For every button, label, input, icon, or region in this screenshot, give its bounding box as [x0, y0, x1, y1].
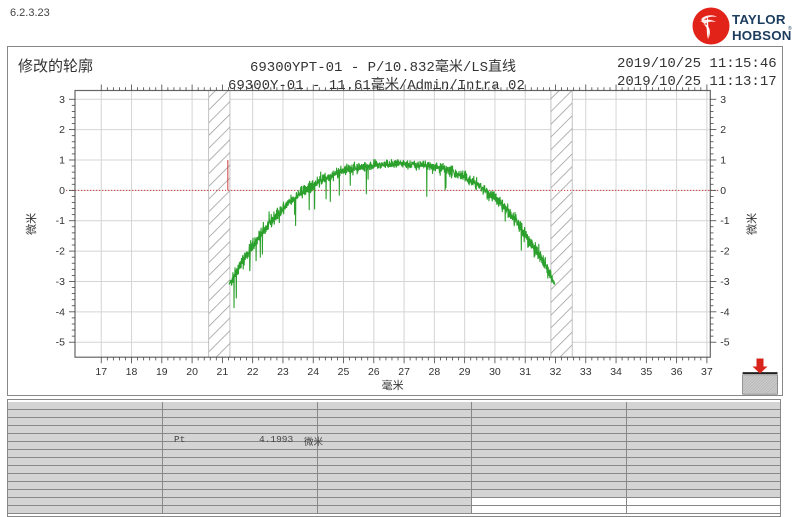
- svg-text:2: 2: [720, 124, 726, 136]
- svg-text:20: 20: [186, 366, 198, 378]
- svg-text:-3: -3: [720, 276, 729, 288]
- svg-text:28: 28: [429, 366, 441, 378]
- svg-text:微米: 微米: [744, 213, 758, 235]
- svg-text:-2: -2: [720, 246, 729, 258]
- svg-text:21: 21: [217, 366, 229, 378]
- svg-text:毫米: 毫米: [382, 378, 404, 392]
- svg-text:0: 0: [720, 185, 726, 197]
- svg-text:23: 23: [277, 366, 289, 378]
- svg-text:17: 17: [95, 366, 107, 378]
- svg-text:-5: -5: [720, 337, 729, 349]
- svg-text:-3: -3: [56, 276, 65, 288]
- svg-text:29: 29: [459, 366, 471, 378]
- svg-text:-5: -5: [56, 337, 65, 349]
- svg-text:37: 37: [701, 366, 713, 378]
- svg-text:-4: -4: [56, 306, 65, 318]
- svg-text:18: 18: [126, 366, 138, 378]
- svg-text:32: 32: [550, 366, 562, 378]
- svg-text:3: 3: [720, 94, 726, 106]
- svg-text:0: 0: [59, 185, 65, 197]
- svg-text:34: 34: [610, 366, 622, 378]
- svg-text:2: 2: [59, 124, 65, 136]
- svg-text:-1: -1: [56, 215, 65, 227]
- svg-text:24: 24: [307, 366, 319, 378]
- svg-text:1: 1: [720, 154, 726, 166]
- svg-text:-2: -2: [56, 246, 65, 258]
- svg-text:3: 3: [59, 94, 65, 106]
- svg-text:-1: -1: [720, 215, 729, 227]
- svg-text:31: 31: [519, 366, 531, 378]
- svg-text:1: 1: [59, 154, 65, 166]
- svg-text:-4: -4: [720, 306, 729, 318]
- svg-text:25: 25: [338, 366, 350, 378]
- svg-text:27: 27: [398, 366, 410, 378]
- svg-text:19: 19: [156, 366, 168, 378]
- svg-text:30: 30: [489, 366, 501, 378]
- svg-text:微米: 微米: [24, 213, 38, 235]
- svg-text:36: 36: [671, 366, 683, 378]
- svg-text:26: 26: [368, 366, 380, 378]
- svg-text:35: 35: [640, 366, 652, 378]
- svg-text:33: 33: [580, 366, 592, 378]
- svg-text:22: 22: [247, 366, 259, 378]
